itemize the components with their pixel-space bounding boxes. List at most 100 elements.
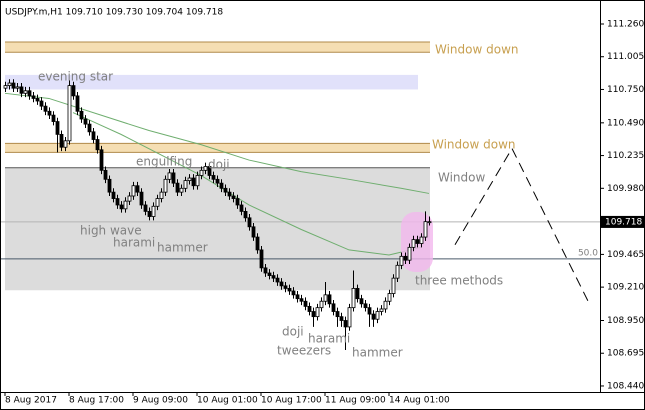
candle-body xyxy=(63,140,68,148)
candle-body xyxy=(251,226,256,238)
candle-body xyxy=(363,303,368,309)
y-tick-label: 110.490 xyxy=(607,118,644,128)
x-tick-label: 11 Aug 09:00 xyxy=(325,396,386,406)
candle-body xyxy=(379,308,384,312)
y-tick-label: 108.440 xyxy=(607,381,644,391)
candle-body xyxy=(147,210,152,217)
annotation: engulfing xyxy=(136,155,192,169)
zone-label: Window down xyxy=(432,138,516,152)
candle-body xyxy=(211,175,216,180)
candle-body xyxy=(99,149,104,171)
candle-body xyxy=(83,118,88,125)
candle-body xyxy=(39,100,44,107)
annotation: doji xyxy=(282,325,304,339)
candle-body xyxy=(139,191,144,206)
annotation: hammer xyxy=(352,346,403,360)
candle-body xyxy=(131,185,136,197)
candle-body xyxy=(259,249,264,269)
x-tick-label: 14 Aug 01:00 xyxy=(389,396,450,406)
projection-line xyxy=(454,147,591,306)
candle-body xyxy=(27,90,32,97)
last-price-box xyxy=(601,215,645,228)
candle-body xyxy=(351,288,356,309)
zone xyxy=(5,41,430,53)
candle-body xyxy=(135,185,140,193)
candle-body xyxy=(47,110,52,116)
annotation: doji xyxy=(208,158,230,172)
y-tick-label: 110.235 xyxy=(607,151,644,161)
candle-body xyxy=(183,180,188,189)
candle-body xyxy=(271,275,276,279)
candle-body xyxy=(23,90,28,94)
candle-body xyxy=(7,82,12,87)
moving-average xyxy=(72,112,422,256)
y-tick-label: 109.980 xyxy=(607,184,644,194)
candle-body xyxy=(159,191,164,199)
candle-body xyxy=(255,236,260,251)
candle-body xyxy=(247,217,252,228)
y-tick-label: 108.695 xyxy=(607,349,644,359)
candle-body xyxy=(127,195,132,202)
candle-body xyxy=(243,210,248,219)
candle-body xyxy=(15,86,20,89)
candle-body xyxy=(239,204,244,212)
candle-body xyxy=(307,305,312,312)
candle-body xyxy=(111,191,116,199)
candle-body xyxy=(43,105,48,112)
plot-area xyxy=(0,41,600,291)
candle-body xyxy=(287,288,292,292)
candle-body xyxy=(123,200,128,210)
zone xyxy=(5,143,430,153)
candle-body xyxy=(335,311,340,318)
candle-body xyxy=(231,195,236,199)
candle-body xyxy=(223,187,228,193)
y-tick-label: 111.260 xyxy=(607,19,644,29)
candle-body xyxy=(367,307,372,315)
annotation: harami xyxy=(308,332,350,346)
candle-body xyxy=(411,239,416,248)
candle-body xyxy=(383,300,388,310)
candle-body xyxy=(19,86,24,94)
candle-body xyxy=(331,303,336,312)
candle-body xyxy=(407,246,412,261)
moving-average xyxy=(4,92,430,194)
candle-body xyxy=(35,98,40,102)
zone-label: evening star xyxy=(38,70,113,84)
candle-body xyxy=(51,114,56,122)
annotation: three methods xyxy=(415,274,503,288)
chart-title: USDJPY.m,H1 109.710 109.730 109.704 109.… xyxy=(5,8,223,18)
candle-body xyxy=(395,264,400,279)
candle-body xyxy=(263,267,268,274)
candle-body xyxy=(339,316,344,321)
candle-body xyxy=(227,191,232,197)
candle-body xyxy=(423,221,428,238)
candle-body xyxy=(347,307,352,328)
candle-body xyxy=(175,182,180,193)
candle-body xyxy=(79,110,84,120)
y-tick-label: 110.750 xyxy=(607,85,644,95)
x-tick-label: 8 Aug 2017 xyxy=(5,396,57,406)
y-tick-label: 109.210 xyxy=(607,283,644,293)
candle-body xyxy=(71,85,76,97)
y-tick-label: 111.005 xyxy=(607,52,644,62)
candle-body xyxy=(119,204,124,210)
candle-body xyxy=(315,307,320,318)
candle-body xyxy=(195,175,200,187)
candle-body xyxy=(419,236,424,244)
annotation: high wave xyxy=(80,224,142,238)
candle-body xyxy=(91,131,96,140)
candle-body xyxy=(215,178,220,184)
candle-body xyxy=(359,298,364,305)
candle-body xyxy=(107,178,112,193)
y-tick-label: 108.950 xyxy=(607,316,644,326)
zone-label: Window down xyxy=(435,43,519,57)
x-tick-label: 9 Aug 09:00 xyxy=(133,396,188,406)
candle-body xyxy=(399,255,404,266)
candle-body xyxy=(191,177,196,187)
x-tick-label: 10 Aug 17:00 xyxy=(261,396,322,406)
candle-body xyxy=(295,294,300,300)
candle-body xyxy=(207,166,212,176)
candle-body xyxy=(187,177,192,181)
candle-body xyxy=(3,85,8,89)
